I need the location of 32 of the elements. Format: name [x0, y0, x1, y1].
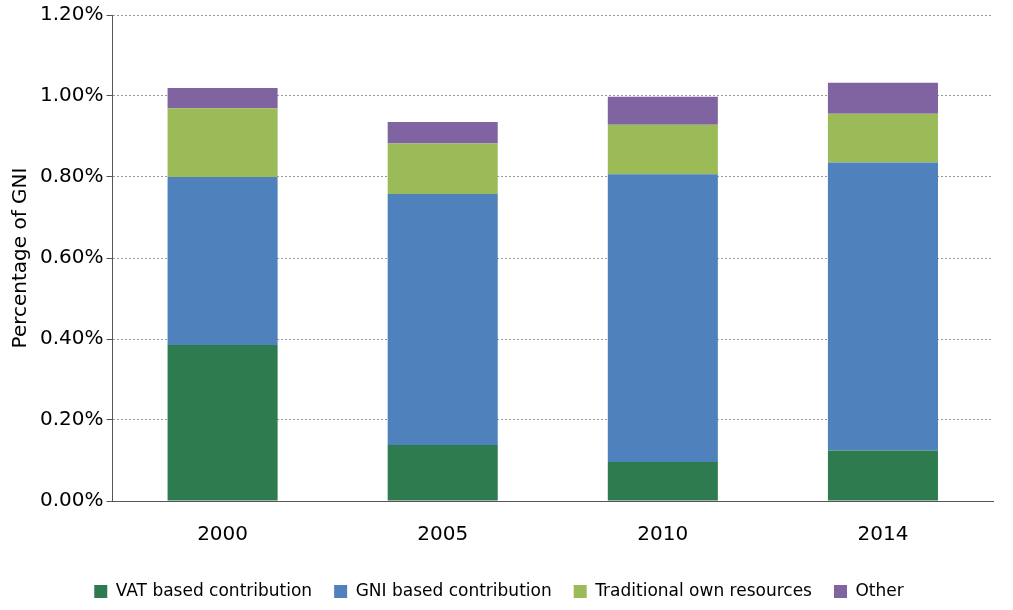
bar: [607, 174, 718, 463]
bar: [827, 450, 938, 501]
bar: [607, 462, 718, 501]
y-tick-label: 0.60%: [39, 244, 104, 269]
bar: [607, 124, 718, 175]
x-tick-label: 2014: [857, 521, 909, 546]
legend-label: VAT based contribution: [115, 579, 313, 600]
legend-label: GNI based contribution: [355, 579, 552, 600]
bar: [167, 177, 278, 346]
y-axis-title: Percentage of GNI: [7, 167, 32, 349]
y-tick-label: 1.00%: [39, 82, 104, 107]
bar: [827, 113, 938, 163]
bar: [387, 194, 498, 446]
y-tick-label: 0.80%: [39, 163, 104, 188]
bar: [167, 87, 278, 109]
x-tick-label: 2010: [637, 521, 689, 546]
bar: [827, 82, 938, 114]
x-tick-label: 2005: [417, 521, 469, 546]
bar: [167, 108, 278, 177]
y-tick-label: 0.00%: [39, 487, 104, 512]
bar: [607, 96, 718, 125]
y-tick-label: 0.20%: [39, 406, 104, 431]
x-tick-label: 2000: [197, 521, 249, 546]
legend-label: Traditional own resources: [594, 579, 813, 600]
bar: [387, 445, 498, 501]
bar: [387, 143, 498, 195]
y-tick-label: 0.40%: [39, 325, 104, 350]
bar: [827, 162, 938, 451]
bar: [167, 345, 278, 501]
bar: [387, 121, 498, 144]
y-tick-label: 1.20%: [39, 1, 104, 26]
legend-label: Other: [855, 579, 904, 600]
